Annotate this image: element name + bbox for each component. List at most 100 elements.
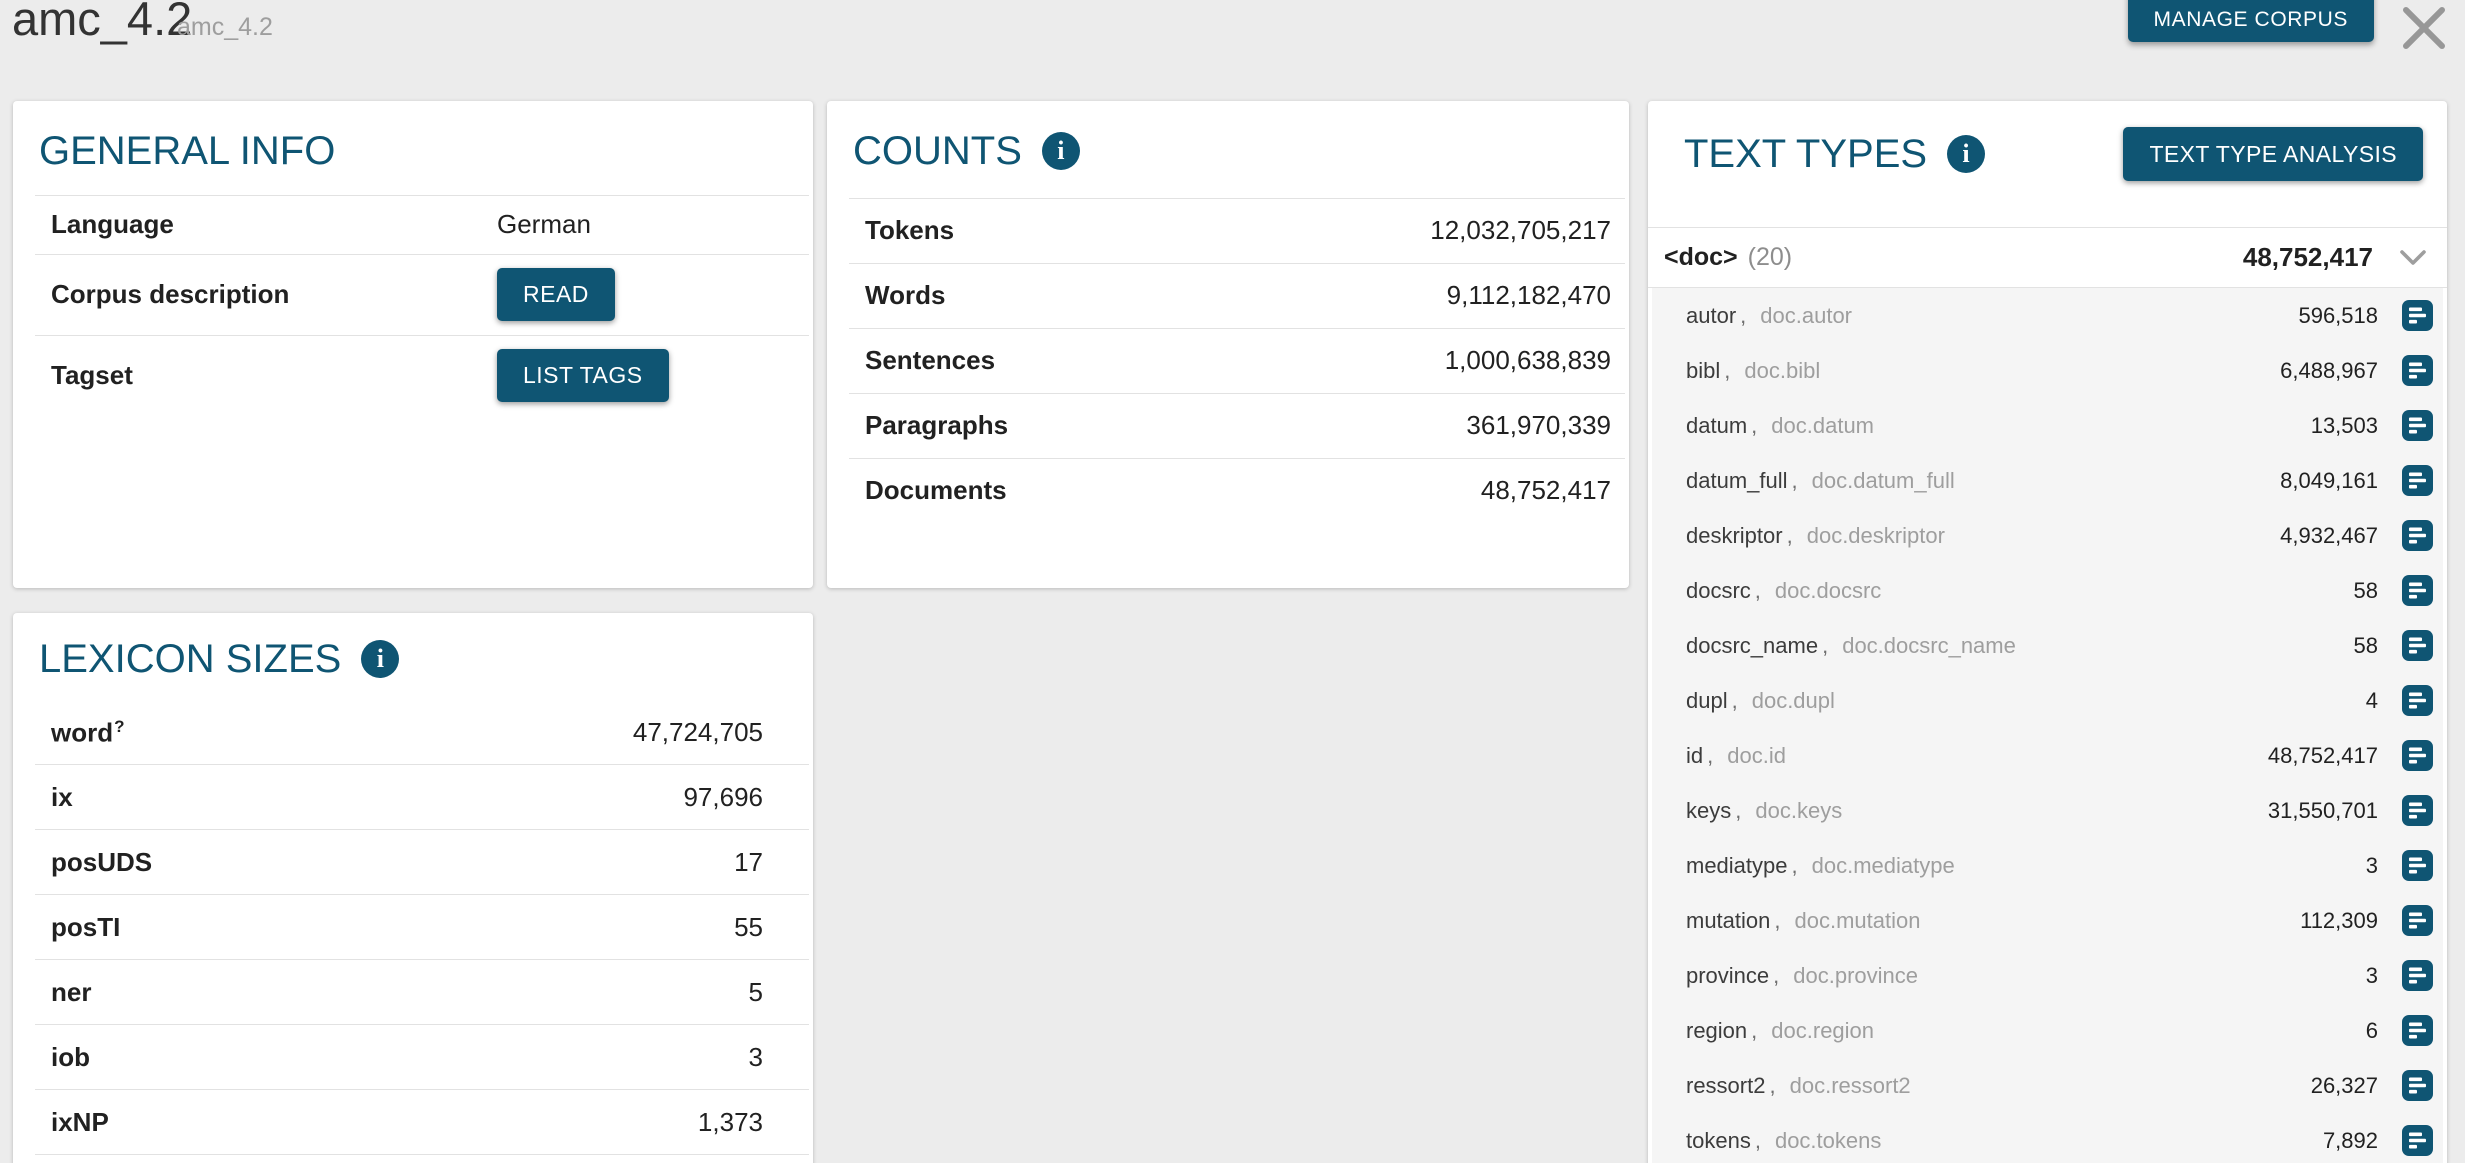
lexicon-sizes-card: LEXICON SIZES i word? 47,724,705 ix 97,6… bbox=[13, 613, 813, 1163]
attribute-name: ressort2 bbox=[1686, 1072, 1766, 1098]
counts-row: Sentences 1,000,638,839 bbox=[827, 328, 1629, 393]
attribute-name: mediatype bbox=[1686, 852, 1788, 878]
attribute-path: doc.dupl bbox=[1751, 687, 1835, 713]
row-value: 5 bbox=[748, 977, 763, 1007]
row-label: ix bbox=[51, 782, 73, 812]
attribute-separator: , bbox=[1754, 577, 1761, 603]
text-type-attribute-row: bibl , doc.bibl 6,488,967 bbox=[1652, 343, 2443, 398]
general-info-title: GENERAL INFO bbox=[39, 129, 336, 173]
attribute-separator: , bbox=[1786, 522, 1793, 548]
attribute-name: dupl bbox=[1686, 687, 1728, 713]
tooltip-question-mark[interactable]: ? bbox=[114, 716, 125, 736]
general-info-row: Language German bbox=[13, 195, 813, 254]
attribute-values-list-icon[interactable] bbox=[2402, 685, 2433, 716]
text-type-analysis-button[interactable]: TEXT TYPE ANALYSIS bbox=[2123, 127, 2423, 181]
chevron-down-icon[interactable] bbox=[2399, 248, 2427, 268]
row-value: 9,112,182,470 bbox=[1446, 280, 1611, 310]
attribute-separator: , bbox=[1769, 1072, 1776, 1098]
lexicon-row: posTI 55 bbox=[13, 895, 813, 960]
row-label: Words bbox=[865, 280, 946, 310]
attribute-values-list-icon[interactable] bbox=[2402, 1015, 2433, 1046]
attribute-values-list-icon[interactable] bbox=[2402, 465, 2433, 496]
attribute-name: docsrc_name bbox=[1686, 632, 1819, 658]
row-value: 1,000,638,839 bbox=[1444, 345, 1611, 375]
row-action-button[interactable]: LIST TAGS bbox=[497, 349, 669, 402]
info-icon[interactable]: i bbox=[1041, 132, 1080, 170]
attribute-name: datum_full bbox=[1686, 467, 1788, 493]
attribute-values-list-icon[interactable] bbox=[2402, 520, 2433, 551]
row-value: 48,752,417 bbox=[1480, 475, 1611, 505]
manage-corpus-button[interactable]: MANAGE CORPUS bbox=[2127, 0, 2374, 42]
attribute-path: doc.mutation bbox=[1794, 907, 1921, 933]
attribute-values-list-icon[interactable] bbox=[2402, 355, 2433, 386]
attribute-separator: , bbox=[1773, 962, 1780, 988]
attribute-values-list-icon[interactable] bbox=[2402, 850, 2433, 881]
row-label: Corpus description bbox=[51, 279, 290, 309]
attribute-name: mutation bbox=[1686, 907, 1771, 933]
text-type-attribute-row: docsrc_name , doc.docsrc_name 58 bbox=[1652, 618, 2443, 673]
attribute-value: 48,752,417 bbox=[2267, 742, 2378, 768]
page-title: amc_4.2 bbox=[12, 0, 193, 45]
attribute-value: 4 bbox=[2365, 687, 2378, 713]
attribute-value: 4,932,467 bbox=[2280, 522, 2378, 548]
attribute-values-list-icon[interactable] bbox=[2402, 630, 2433, 661]
attribute-separator: , bbox=[1735, 797, 1742, 823]
page-subtitle: amc_4.2 bbox=[177, 13, 273, 41]
attribute-values-list-icon[interactable] bbox=[2402, 300, 2433, 331]
attribute-value: 58 bbox=[2353, 632, 2378, 658]
row-label: word? bbox=[51, 716, 125, 748]
info-icon[interactable]: i bbox=[361, 640, 400, 678]
attribute-values-list-icon[interactable] bbox=[2402, 1125, 2433, 1156]
attribute-values-list-icon[interactable] bbox=[2402, 960, 2433, 991]
row-label: Paragraphs bbox=[865, 410, 1009, 440]
doc-attribute-count: (20) bbox=[1747, 243, 1793, 271]
row-action-button[interactable]: READ bbox=[497, 268, 615, 321]
lexicon-row: word? 47,724,705 bbox=[13, 700, 813, 765]
text-type-attribute-row: dupl , doc.dupl 4 bbox=[1652, 673, 2443, 728]
lexicon-sizes-title: LEXICON SIZES bbox=[39, 637, 342, 681]
doc-structure-name: <doc> bbox=[1664, 243, 1738, 271]
attribute-values-list-icon[interactable] bbox=[2402, 740, 2433, 771]
attribute-path: doc.tokens bbox=[1774, 1127, 1882, 1153]
attribute-values-list-icon[interactable] bbox=[2402, 795, 2433, 826]
text-type-attribute-row: mutation , doc.mutation 112,309 bbox=[1652, 893, 2443, 948]
general-info-row: Tagset LIST TAGS bbox=[13, 335, 813, 416]
general-info-row: Corpus description READ bbox=[13, 254, 813, 335]
attribute-name: keys bbox=[1686, 797, 1732, 823]
lexicon-row: ner 5 bbox=[13, 960, 813, 1025]
counts-row: Paragraphs 361,970,339 bbox=[827, 393, 1629, 458]
attribute-path: doc.region bbox=[1771, 1017, 1875, 1043]
lexicon-rows: word? 47,724,705 ix 97,696 posUDS 17 pos… bbox=[13, 700, 813, 1155]
attribute-value: 8,049,161 bbox=[2280, 467, 2378, 493]
info-icon[interactable]: i bbox=[1947, 135, 1986, 173]
attribute-separator: , bbox=[1791, 467, 1798, 493]
row-value: 97,696 bbox=[683, 782, 763, 812]
attribute-value: 7,892 bbox=[2322, 1127, 2378, 1153]
counts-title: COUNTS bbox=[853, 129, 1022, 173]
attribute-name: region bbox=[1686, 1017, 1748, 1043]
attribute-value: 31,550,701 bbox=[2267, 797, 2378, 823]
attribute-value: 6,488,967 bbox=[2280, 357, 2378, 383]
attribute-values-list-icon[interactable] bbox=[2402, 1070, 2433, 1101]
text-type-attribute-row: tokens , doc.tokens 7,892 bbox=[1652, 1113, 2443, 1163]
attribute-path: doc.deskriptor bbox=[1806, 522, 1945, 548]
attribute-value: 6 bbox=[2365, 1017, 2378, 1043]
text-type-attribute-row: datum , doc.datum 13,503 bbox=[1652, 398, 2443, 453]
attribute-values-list-icon[interactable] bbox=[2402, 410, 2433, 441]
attribute-name: docsrc bbox=[1686, 577, 1751, 603]
doc-structure-row[interactable]: <doc> (20) 48,752,417 bbox=[1648, 227, 2447, 288]
row-value: 3 bbox=[748, 1042, 763, 1072]
attribute-path: doc.mediatype bbox=[1811, 852, 1955, 878]
text-type-attribute-row: ressort2 , doc.ressort2 26,327 bbox=[1652, 1058, 2443, 1113]
text-types-title: TEXT TYPES bbox=[1684, 132, 1928, 176]
counts-row: Words 9,112,182,470 bbox=[827, 263, 1629, 328]
close-icon[interactable] bbox=[2398, 0, 2450, 54]
text-type-attribute-list: autor , doc.autor 596,518 bibl , doc.bib… bbox=[1652, 288, 2443, 1163]
attribute-values-list-icon[interactable] bbox=[2402, 575, 2433, 606]
counts-rows: Tokens 12,032,705,217 Words 9,112,182,47… bbox=[827, 198, 1629, 523]
attribute-values-list-icon[interactable] bbox=[2402, 905, 2433, 936]
attribute-path: doc.datum bbox=[1771, 412, 1875, 438]
text-types-card: TEXT TYPES i TEXT TYPE ANALYSIS <doc> (2… bbox=[1648, 101, 2447, 1163]
attribute-path: doc.docsrc_name bbox=[1842, 632, 2016, 658]
attribute-path: doc.id bbox=[1727, 742, 1786, 768]
